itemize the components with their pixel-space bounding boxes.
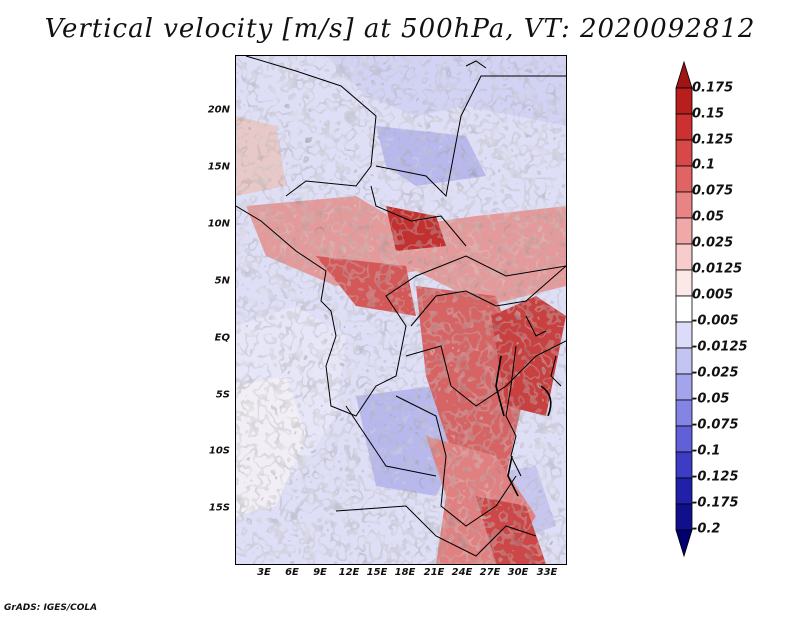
lat-tick: 5N bbox=[214, 275, 230, 287]
lon-tick: 18E bbox=[394, 567, 416, 578]
lat-tick: 10N bbox=[207, 218, 230, 230]
colorbar-swatch bbox=[675, 295, 693, 323]
lon-tick: 9E bbox=[313, 567, 327, 578]
colorbar-label: -0.005 bbox=[692, 313, 739, 329]
colorbar-swatch bbox=[675, 503, 693, 531]
colorbar-swatch bbox=[675, 347, 693, 375]
colorbar-swatch bbox=[675, 139, 693, 167]
colorbar-swatch bbox=[675, 60, 693, 89]
footer-credit: GrADS: IGES/COLA bbox=[4, 603, 98, 613]
colorbar-label: 0.125 bbox=[692, 132, 734, 148]
lon-tick: 12E bbox=[338, 567, 360, 578]
colorbar bbox=[675, 60, 693, 558]
lat-tick: 5S bbox=[215, 389, 230, 401]
colorbar-label: 0.075 bbox=[692, 183, 734, 199]
lon-tick: 27E bbox=[479, 567, 501, 578]
colorbar-label: 0.175 bbox=[692, 80, 734, 96]
colorbar-swatch bbox=[675, 243, 693, 271]
colorbar-swatch bbox=[675, 321, 693, 349]
colorbar-label: -0.05 bbox=[692, 391, 730, 407]
colorbar-swatch bbox=[675, 477, 693, 505]
colorbar-label: 0.0125 bbox=[692, 261, 743, 277]
colorbar-swatch bbox=[675, 165, 693, 193]
lon-tick: 21E bbox=[423, 567, 445, 578]
colorbar-swatch bbox=[675, 87, 693, 115]
map-panel bbox=[235, 55, 567, 565]
colorbar-swatch bbox=[675, 373, 693, 401]
colorbar-label: 0.005 bbox=[692, 287, 734, 303]
lon-tick: 6E bbox=[285, 567, 299, 578]
colorbar-swatch bbox=[675, 191, 693, 219]
lat-tick: 15S bbox=[208, 502, 230, 514]
colorbar-swatch bbox=[675, 425, 693, 453]
lat-tick: EQ bbox=[214, 332, 230, 344]
colorbar-label: 0.15 bbox=[692, 106, 725, 122]
map-title: Vertical velocity [m/s] at 500hPa, VT: 2… bbox=[44, 14, 756, 44]
colorbar-swatch bbox=[675, 217, 693, 245]
colorbar-label: -0.025 bbox=[692, 365, 739, 381]
lon-tick: 24E bbox=[451, 567, 473, 578]
colorbar-label: -0.2 bbox=[692, 521, 721, 537]
lat-tick: 10S bbox=[208, 445, 230, 457]
colorbar-swatch bbox=[675, 113, 693, 141]
colorbar-label: 0.025 bbox=[692, 235, 734, 251]
colorbar-label: -0.175 bbox=[692, 495, 739, 511]
colorbar-swatch bbox=[675, 269, 693, 297]
lon-tick: 33E bbox=[536, 567, 558, 578]
colorbar-swatch bbox=[675, 399, 693, 427]
lon-tick: 3E bbox=[257, 567, 271, 578]
colorbar-label: 0.05 bbox=[692, 209, 725, 225]
lat-tick: 15N bbox=[207, 161, 230, 173]
vertical-velocity-field bbox=[236, 56, 566, 564]
lon-tick: 15E bbox=[366, 567, 388, 578]
colorbar-label: -0.125 bbox=[692, 469, 739, 485]
colorbar-label: -0.075 bbox=[692, 417, 739, 433]
colorbar-swatch bbox=[675, 451, 693, 479]
lon-tick: 30E bbox=[507, 567, 529, 578]
lat-tick: 20N bbox=[207, 104, 230, 116]
colorbar-swatch bbox=[675, 529, 693, 558]
colorbar-label: -0.0125 bbox=[692, 339, 748, 355]
colorbar-label: -0.1 bbox=[692, 443, 721, 459]
colorbar-label: 0.1 bbox=[692, 157, 716, 173]
